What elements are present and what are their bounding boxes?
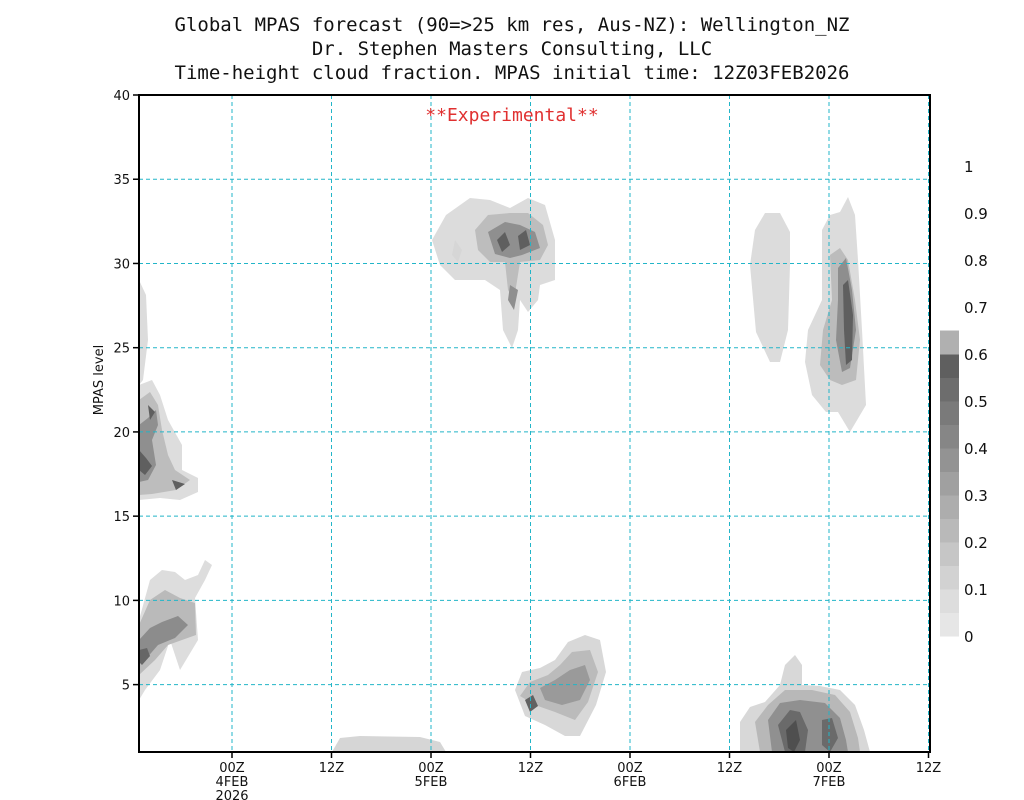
colorbar-label: 0.4 [964,440,988,458]
x-tick-label: 12Z [916,761,942,776]
colorbar-swatch [940,471,959,496]
colorbar-label: 0 [964,628,974,646]
colorbar-label: 0.5 [964,393,988,411]
cloud-5feb-lower-layer-4 [525,695,538,712]
colorbar: 0 0.1 0.2 0.3 0.4 0.5 0.6 0.7 0.8 0.9 1 [940,158,988,646]
colorbar-swatch [940,612,959,637]
colorbar-swatch [940,424,959,449]
colorbar-swatch [940,401,959,425]
x-tick-label: 12Z [717,761,743,776]
y-tick-label: 35 [113,173,130,188]
y-tick-label: 40 [113,89,130,104]
y-tick-label: 25 [113,342,130,357]
experimental-annotation: **Experimental** [425,105,598,126]
y-tick-label: 5 [122,679,130,694]
colorbar-swatch [940,354,959,378]
x-tick-label: 00Z [816,761,842,776]
cloud-region-7feb-upper [805,197,866,432]
colorbar-label: 0.7 [964,299,988,317]
cloud-7feb-upper-layer-4 [843,280,853,365]
cloud-region-4feb-bottom [332,736,446,752]
colorbar-label: 0.2 [964,534,988,552]
colorbar-label: 0.1 [964,581,988,599]
x-tick-label: 7FEB [813,775,846,790]
colorbar-swatch [940,495,959,519]
colorbar-label: 0.6 [964,346,988,364]
cloud-region-left-mid [139,380,198,500]
plot-area: **Experimental** [138,94,931,753]
x-tick-label: 4FEB [216,775,249,790]
colorbar-label: 1 [964,158,974,176]
x-tick-label: 6FEB [614,775,647,790]
plot-background [139,95,930,752]
x-tick-label: 00Z [219,761,245,776]
colorbar-swatch [940,448,959,472]
colorbar-swatch [940,518,959,543]
cloud-region-upper-left-edge [139,280,148,385]
colorbar-swatch [940,565,959,590]
cloud-5feb-upper-layer-5 [452,240,462,262]
x-tick-label: 00Z [418,761,444,776]
chart-title: Global MPAS forecast (90=>25 km res, Aus… [175,14,850,84]
x-tick-label: 12Z [518,761,544,776]
cloud-region-left-low [139,560,212,700]
colorbar-swatch [940,330,959,355]
title-line-1: Global MPAS forecast (90=>25 km res, Aus… [175,14,850,36]
cloud-7feb-lower-layer-5 [786,720,800,752]
y-tick-label: 10 [113,594,130,609]
colorbar-label: 0.8 [964,252,988,270]
x-tick-label: 5FEB [415,775,448,790]
x-tick-label: 2026 [215,789,248,800]
cloud-left-low-layer-3 [139,616,188,662]
x-tick-label: 12Z [319,761,345,776]
y-axis: 5 10 15 20 25 30 35 40 [113,89,139,694]
colorbar-label: 0.3 [964,487,988,505]
title-line-2: Dr. Stephen Masters Consulting, LLC [312,38,712,60]
cloud-5feb-upper-layer-4 [497,230,530,252]
cloud-region-5feb-upper [432,198,555,348]
title-line-3: Time-height cloud fraction. MPAS initial… [175,62,850,84]
cloud-5feb-lower-layer-3 [540,665,590,705]
cloud-left-low-layer-4 [139,648,150,665]
colorbar-swatch [940,589,959,613]
colorbar-swatch [940,542,959,566]
cloud-region-7feb-lower [740,655,870,752]
cloud-region-6feb-upper [750,213,790,362]
cloud-fraction-field [139,197,870,752]
y-tick-label: 15 [113,510,130,525]
grid-lines [139,95,930,752]
y-tick-label: 30 [113,257,130,272]
x-tick-label: 00Z [617,761,643,776]
plot-frame [138,94,931,753]
y-tick-label: 20 [113,426,130,441]
colorbar-label: 0.9 [964,205,988,223]
colorbar-swatch [940,377,959,402]
y-axis-label: MPAS level [92,345,107,415]
